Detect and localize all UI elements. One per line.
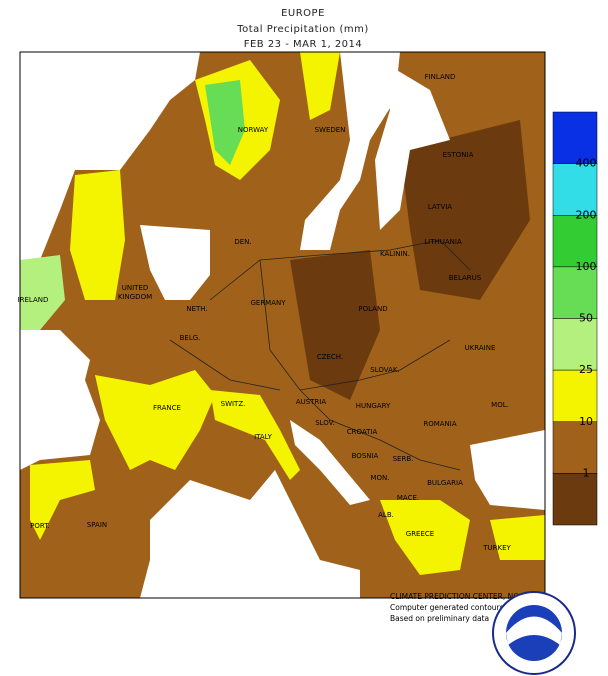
legend-label: 200 — [576, 208, 597, 221]
credit: CLIMATE PREDICTION CENTER, NOAA — [390, 592, 530, 601]
country-label: SPAIN — [87, 521, 107, 529]
country-label: NETH. — [186, 305, 207, 313]
country-label: ROMANIA — [423, 420, 457, 428]
sea — [140, 225, 210, 300]
country-label: NORWAY — [238, 126, 269, 134]
country-label: CZECH. — [317, 353, 343, 361]
legend-swatch — [552, 473, 598, 526]
wet-zone — [300, 52, 340, 120]
wet-zone — [490, 515, 545, 560]
legend-label: 100 — [576, 260, 597, 273]
country-label: GERMANY — [250, 299, 286, 307]
country-label: FINLAND — [425, 73, 456, 81]
credit: Based on preliminary data — [390, 614, 489, 623]
country-label: ITALY — [254, 433, 273, 441]
country-label: CROATIA — [347, 428, 378, 436]
country-label: BELG. — [180, 334, 201, 342]
country-label: UNITED — [122, 284, 149, 292]
country-label: ALB. — [378, 511, 394, 519]
country-label: LITHUANIA — [424, 238, 462, 246]
country-label: SERB. — [393, 455, 414, 463]
map — [19, 51, 546, 599]
sea — [290, 420, 370, 505]
country-label: MOL. — [491, 401, 509, 409]
noaa-logo: NOAA — [492, 591, 576, 675]
legend-label: 50 — [579, 312, 593, 325]
wet-zone — [30, 460, 95, 540]
wet-zone — [205, 80, 245, 165]
legend-swatch — [552, 163, 598, 216]
legend-swatch — [552, 318, 598, 371]
wet-zone — [20, 255, 65, 330]
country-label: BULGARIA — [427, 479, 463, 487]
country-label: SLOVAK. — [370, 366, 399, 374]
country-label: FRANCE — [153, 404, 181, 412]
country-label: GREECE — [406, 530, 434, 538]
legend-label: 1 — [583, 466, 590, 479]
logo-text: NOAA — [520, 624, 549, 634]
sea — [140, 470, 360, 598]
subtitle: Total Precipitation (mm) — [236, 24, 369, 35]
country-label: LATVIA — [428, 203, 452, 211]
legend-label: 400 — [576, 157, 597, 170]
country-label: MON. — [370, 474, 389, 482]
country-label: AUSTRIA — [296, 398, 327, 406]
country-label: BOSNIA — [352, 452, 379, 460]
dry-zone — [290, 250, 380, 400]
sea — [20, 52, 200, 260]
legend-label: 25 — [579, 363, 593, 376]
legend-swatch — [552, 266, 598, 319]
wet-zone — [70, 170, 125, 300]
map-frame — [19, 51, 546, 599]
country-label: UKRAINE — [465, 344, 496, 352]
country-label: SWITZ. — [221, 400, 246, 408]
wet-zone — [380, 500, 470, 575]
legend-swatch — [552, 369, 598, 422]
country-label: ESTONIA — [443, 151, 474, 159]
country-label: POLAND — [358, 305, 387, 313]
sea — [300, 52, 400, 250]
country-label: HUNGARY — [356, 402, 391, 410]
country-label: SWEDEN — [315, 126, 346, 134]
legend-swatch — [552, 421, 598, 474]
country-label: BELARUS — [449, 274, 482, 282]
wet-zone — [95, 370, 215, 470]
legend-label: 10 — [579, 415, 593, 428]
country-label: TURKEY — [482, 544, 511, 552]
country-label: IRELAND — [18, 296, 49, 304]
country-label: SLOV. — [315, 419, 335, 427]
sea — [375, 60, 450, 230]
credit: Computer generated contours — [390, 603, 504, 612]
date: FEB 23 - MAR 1, 2014 — [244, 39, 363, 50]
legend-swatch — [552, 215, 598, 268]
sea — [470, 430, 545, 510]
country-label: KINGDOM — [118, 293, 152, 301]
country-label: PORT. — [30, 522, 50, 530]
sea — [20, 330, 100, 470]
dry-zone — [400, 120, 530, 300]
logo-gull — [506, 616, 562, 645]
country-label: MACE. — [397, 494, 419, 502]
country-label: DEN. — [234, 238, 251, 246]
country-labels: FINLAND NORWAY SWEDEN ESTONIA LATVIA DEN. LITH… — [18, 73, 512, 552]
wet-zone — [210, 390, 300, 480]
country-label: KALININ. — [380, 250, 410, 258]
legend: 400 200 100 50 25 10 1 — [552, 111, 598, 526]
title: EUROPE — [281, 8, 325, 19]
legend-swatch — [552, 111, 598, 164]
